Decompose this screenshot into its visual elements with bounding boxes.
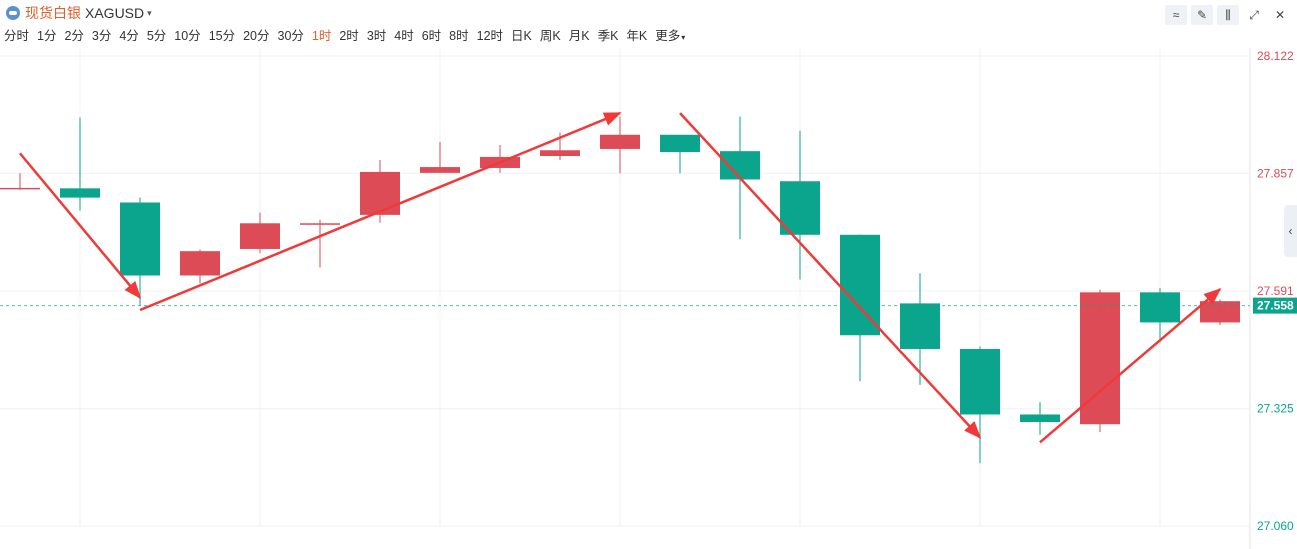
candle-body <box>1020 414 1060 422</box>
candle-body <box>900 303 940 349</box>
period-label: 8时 <box>449 29 469 43</box>
period-tab-10[interactable]: 1时 <box>308 27 335 47</box>
period-tab-22[interactable]: 更多▾ <box>651 27 689 47</box>
candle-body <box>600 134 640 149</box>
period-label: 年K <box>626 29 648 43</box>
chevron-down-icon: ▾ <box>681 33 686 42</box>
period-label: 4时 <box>394 29 414 43</box>
period-label: 15分 <box>208 29 236 43</box>
indicator-icon: ≈ <box>1172 8 1180 22</box>
candle-body <box>360 171 400 215</box>
candle-body <box>0 187 40 190</box>
period-tab-7[interactable]: 15分 <box>205 27 239 47</box>
chart-type-button[interactable]: ⫼ <box>1217 5 1239 25</box>
candlestick-icon: ⫼ <box>1225 7 1231 22</box>
period-tab-2[interactable]: 2分 <box>60 27 87 47</box>
period-tab-18[interactable]: 周K <box>536 27 565 47</box>
draw-button[interactable]: ✎ <box>1191 5 1213 25</box>
period-tab-8[interactable]: 20分 <box>239 27 273 47</box>
candle-body <box>180 251 220 276</box>
period-label: 日K <box>511 29 532 43</box>
period-tab-19[interactable]: 月K <box>565 27 594 47</box>
period-label: 1时 <box>311 29 332 43</box>
period-tab-21[interactable]: 年K <box>622 27 651 47</box>
close-button[interactable]: ✕ <box>1269 5 1291 25</box>
y-tick-label: 27.857 <box>1257 166 1294 180</box>
period-tab-5[interactable]: 5分 <box>143 27 170 47</box>
candle-body <box>660 134 700 153</box>
trend-arrow <box>679 112 982 439</box>
fullscreen-icon: ⤢ <box>1249 7 1259 22</box>
candle-body <box>420 167 460 173</box>
candlestick-chart[interactable]: 28.122 27.857 27.591 27.325 27.060 27.558 <box>0 48 1297 549</box>
side-panel-toggle[interactable]: ‹ <box>1284 205 1297 257</box>
candle-body <box>1140 292 1180 323</box>
fullscreen-button[interactable]: ⤢ <box>1243 5 1265 25</box>
candle-body <box>960 348 1000 415</box>
candle-body <box>780 181 820 235</box>
candle-body <box>120 202 160 276</box>
trend-arrow <box>1039 288 1222 444</box>
period-tab-13[interactable]: 4时 <box>390 27 417 47</box>
candle-body <box>720 151 760 180</box>
period-label: 3分 <box>91 29 112 43</box>
y-tick-label: 27.060 <box>1257 519 1294 533</box>
period-label: 12时 <box>476 29 504 43</box>
chevron-left-icon: ‹ <box>1288 224 1293 238</box>
y-tick-label: 27.591 <box>1257 284 1294 298</box>
period-tab-6[interactable]: 10分 <box>170 27 204 47</box>
candle-body <box>1200 301 1240 323</box>
period-label: 月K <box>568 29 590 43</box>
period-label: 分时 <box>4 29 30 43</box>
period-tab-14[interactable]: 6时 <box>418 27 445 47</box>
period-tab-9[interactable]: 30分 <box>274 27 308 47</box>
period-label: 6时 <box>421 29 442 43</box>
period-selector: 分时 1分 2分 3分 4分 5分 10分 15分 20分 30分 1时 2时 3时 4时 6时 8时 12时日… <box>0 27 689 47</box>
silver-logo-icon <box>6 6 20 20</box>
period-label: 2时 <box>339 29 359 43</box>
period-tab-20[interactable]: 季K <box>594 27 623 47</box>
period-tab-4[interactable]: 4分 <box>115 27 142 47</box>
period-label: 30分 <box>277 29 304 43</box>
period-label: 4分 <box>119 29 139 43</box>
candle-body <box>300 223 340 225</box>
chevron-down-icon: ▾ <box>147 7 152 18</box>
candle-body <box>240 223 280 249</box>
last-price-badge <box>1253 297 1297 314</box>
period-tab-12[interactable]: 3时 <box>363 27 390 47</box>
period-label: 周K <box>539 29 561 43</box>
symbol-code: XAGUSD <box>85 5 145 21</box>
period-label: 10分 <box>174 29 201 43</box>
symbol-name: 现货白银 <box>25 5 81 21</box>
candle-body <box>540 150 580 157</box>
indicator-button[interactable]: ≈ <box>1165 5 1187 25</box>
pencil-icon: ✎ <box>1196 8 1208 22</box>
y-tick-label: 27.325 <box>1257 402 1294 416</box>
candle-body <box>60 188 100 198</box>
period-label: 1分 <box>37 29 57 43</box>
period-label: 3时 <box>366 29 387 43</box>
y-tick-label: 28.122 <box>1257 49 1294 63</box>
toolbar: ≈ ✎ ⫼ ⤢ ✕ <box>1165 5 1291 25</box>
period-label: 更多 <box>655 29 681 43</box>
period-label: 5分 <box>146 29 167 43</box>
period-tab-0[interactable]: 分时 <box>0 27 33 47</box>
last-price-label: 27.558 <box>1257 299 1294 313</box>
period-tab-17[interactable]: 日K <box>507 27 536 47</box>
close-icon: ✕ <box>1274 8 1286 22</box>
symbol-selector[interactable]: 现货白银 XAGUSD ▾ <box>6 4 152 22</box>
period-tab-16[interactable]: 12时 <box>473 27 507 47</box>
period-tab-1[interactable]: 1分 <box>33 27 60 47</box>
chart-header: 现货白银 XAGUSD ▾ ≈ ✎ ⫼ ⤢ ✕ <box>0 0 1297 26</box>
trend-arrow <box>139 111 622 312</box>
trend-arrow <box>19 152 142 299</box>
period-label: 20分 <box>243 29 270 43</box>
period-tab-15[interactable]: 8时 <box>445 27 472 47</box>
period-tab-3[interactable]: 3分 <box>88 27 115 47</box>
period-label: 季K <box>597 29 619 43</box>
candle-body <box>840 234 880 336</box>
period-label: 2分 <box>64 29 84 43</box>
period-tab-11[interactable]: 2时 <box>335 27 362 47</box>
